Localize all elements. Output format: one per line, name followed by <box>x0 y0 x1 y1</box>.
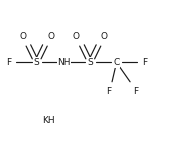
Text: NH: NH <box>57 58 71 67</box>
Text: O: O <box>101 32 108 41</box>
Text: F: F <box>133 87 139 96</box>
Text: O: O <box>19 32 26 41</box>
Text: S: S <box>34 58 39 67</box>
Text: O: O <box>73 32 80 41</box>
Text: C: C <box>113 58 120 67</box>
Text: O: O <box>47 32 54 41</box>
Text: F: F <box>6 58 11 67</box>
Text: F: F <box>142 58 147 67</box>
Text: KH: KH <box>42 116 55 125</box>
Text: S: S <box>87 58 93 67</box>
Text: F: F <box>106 87 111 96</box>
